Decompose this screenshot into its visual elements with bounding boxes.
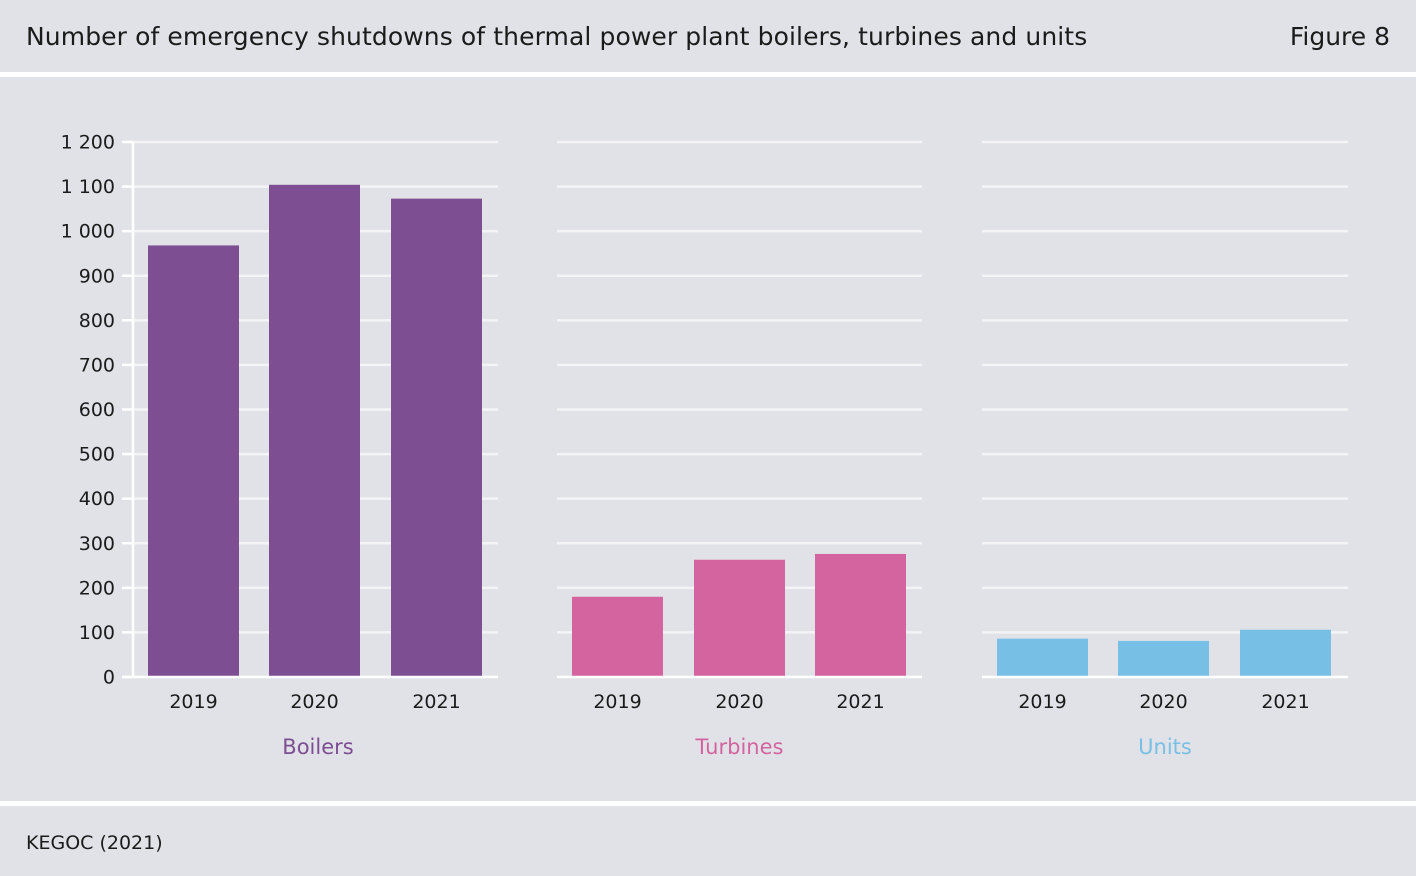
y-tick-label: 1 200 bbox=[61, 132, 115, 154]
x-tick-label: 2019 bbox=[1018, 691, 1066, 713]
y-tick-label: 0 bbox=[103, 667, 115, 689]
x-tick-label: 2021 bbox=[1261, 691, 1309, 713]
panel-label-units: Units bbox=[1138, 735, 1192, 759]
x-tick-label: 2019 bbox=[593, 691, 641, 713]
y-tick-label: 1 100 bbox=[61, 176, 115, 198]
x-tick-label: 2020 bbox=[1139, 691, 1187, 713]
x-tick-label: 2020 bbox=[715, 691, 763, 713]
y-tick-label: 500 bbox=[79, 444, 115, 466]
y-tick-label: 900 bbox=[79, 265, 115, 287]
y-tick-label: 600 bbox=[79, 399, 115, 421]
bar-turbines-2021 bbox=[815, 553, 906, 677]
y-tick-label: 800 bbox=[79, 310, 115, 332]
header: Number of emergency shutdowns of thermal… bbox=[0, 0, 1416, 72]
bar-turbines-2020 bbox=[694, 559, 785, 677]
chart-title: Number of emergency shutdowns of thermal… bbox=[26, 22, 1088, 51]
bar-units-2020 bbox=[1118, 640, 1209, 677]
source-note: KEGOC (2021) bbox=[26, 832, 163, 854]
x-tick-label: 2019 bbox=[169, 691, 217, 713]
bar-chart: 0 100 200 300 400 500 600 700 800 900 1 000 1 100 1 … bbox=[61, 132, 1348, 759]
y-tick-label: 400 bbox=[79, 488, 115, 510]
bar-boilers-2020 bbox=[269, 184, 360, 678]
y-tick-label: 700 bbox=[79, 354, 115, 376]
x-tick-label: 2020 bbox=[290, 691, 338, 713]
bar-turbines-2019 bbox=[572, 596, 663, 677]
bar-boilers-2021 bbox=[391, 198, 482, 677]
y-tick-label: 300 bbox=[79, 533, 115, 555]
bottom-divider bbox=[0, 801, 1416, 806]
bar-boilers-2019 bbox=[148, 245, 239, 677]
figure-label: Figure 8 bbox=[1289, 22, 1390, 51]
panel-label-boilers: Boilers bbox=[282, 735, 353, 759]
y-tick-label: 100 bbox=[79, 622, 115, 644]
y-tick-label: 200 bbox=[79, 577, 115, 599]
x-tick-label: 2021 bbox=[836, 691, 884, 713]
x-tick-label: 2021 bbox=[412, 691, 460, 713]
y-tick-label: 1 000 bbox=[61, 221, 115, 243]
bar-units-2021 bbox=[1240, 629, 1331, 677]
bar-units-2019 bbox=[997, 638, 1088, 677]
panel-label-turbines: Turbines bbox=[695, 735, 784, 759]
top-divider bbox=[0, 72, 1416, 77]
